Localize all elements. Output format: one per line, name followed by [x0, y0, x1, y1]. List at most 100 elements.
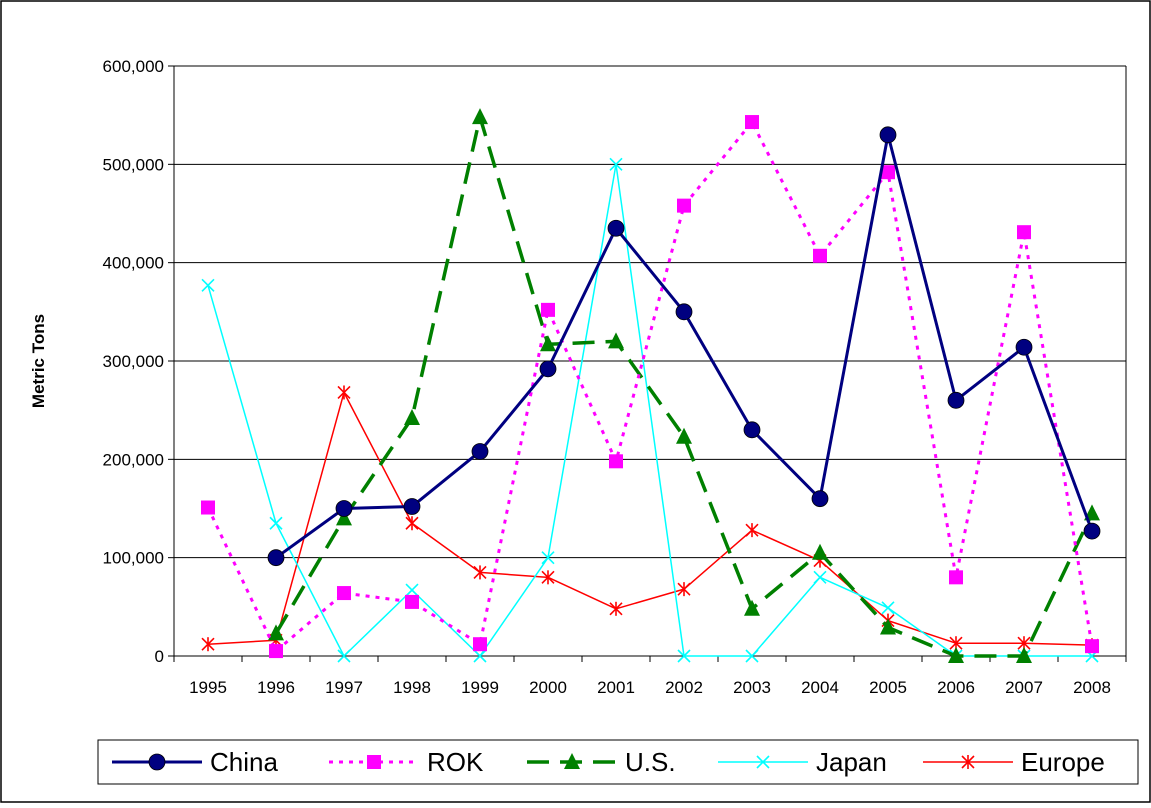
data-point [405, 516, 419, 531]
data-point [675, 303, 693, 321]
data-point [473, 637, 487, 652]
data-point [541, 570, 555, 585]
legend-item-japan: Japan [718, 747, 887, 777]
data-point [608, 332, 624, 349]
y-axis-label: Metric Tons [29, 314, 48, 408]
data-point [540, 335, 556, 352]
data-point [879, 126, 897, 144]
data-point [405, 594, 419, 609]
x-tick-label: 1999 [461, 678, 499, 697]
y-tick-label: 500,000 [103, 155, 164, 174]
data-point [745, 523, 759, 538]
data-point [607, 219, 625, 237]
data-point [881, 601, 895, 615]
y-tick-label: 100,000 [103, 549, 164, 568]
series-china [267, 126, 1101, 567]
data-point [1017, 225, 1031, 240]
x-tick-label: 2000 [529, 678, 567, 697]
data-point [881, 165, 895, 180]
legend-marker [961, 755, 975, 769]
data-point [403, 498, 421, 515]
data-point [1015, 338, 1033, 356]
series-layer [201, 108, 1101, 663]
legend-label: Europe [1021, 747, 1105, 777]
data-point [471, 443, 489, 460]
x-tick-label: 2007 [1005, 678, 1043, 697]
data-point [609, 601, 623, 616]
data-point [947, 391, 965, 409]
data-point [473, 565, 487, 580]
data-point [811, 490, 829, 508]
data-point [745, 115, 759, 130]
y-tick-label: 600,000 [103, 57, 164, 76]
data-point [677, 198, 691, 213]
x-tick-label: 1995 [189, 678, 227, 697]
legend-label: China [210, 747, 278, 777]
y-tick-label: 200,000 [103, 450, 164, 469]
x-tick-label: 2005 [869, 678, 907, 697]
data-point [609, 454, 623, 469]
data-point [201, 278, 215, 292]
legend-item-rok: ROK [329, 747, 484, 777]
data-point [269, 644, 283, 659]
x-tick-label: 1998 [393, 678, 431, 697]
legend-label: U.S. [625, 747, 676, 777]
series-line [207, 391, 1093, 646]
y-tick-label: 0 [155, 647, 164, 666]
series-line [207, 163, 1092, 657]
data-point [201, 637, 215, 652]
legend: China ROK U.S. Japan Europe [97, 739, 1139, 785]
legend-item-china: China [112, 747, 278, 777]
x-tick-label: 1997 [325, 678, 363, 697]
x-tick-label: 1996 [257, 678, 295, 697]
data-point [337, 586, 351, 601]
x-tick-label: 2006 [937, 678, 975, 697]
data-point [269, 516, 283, 530]
legend-marker [756, 755, 770, 769]
series-u-s [268, 108, 1100, 663]
data-point [812, 543, 828, 560]
x-tick-label: 2004 [801, 678, 839, 697]
data-point [1016, 647, 1032, 663]
legend-label: ROK [427, 747, 484, 777]
legend-marker [564, 753, 580, 769]
data-point [676, 427, 692, 444]
x-tick-label: 2002 [665, 678, 703, 697]
data-point [473, 649, 487, 663]
legend-marker [367, 755, 381, 769]
x-tick-label: 2008 [1073, 678, 1111, 697]
data-point [201, 500, 215, 515]
data-point [743, 421, 761, 439]
data-point [949, 570, 963, 585]
data-point [880, 618, 896, 635]
data-point [337, 649, 351, 663]
x-tick-label: 2001 [597, 678, 635, 697]
gridlines [174, 65, 1126, 559]
y-tick-label: 400,000 [103, 254, 164, 273]
data-point [268, 624, 284, 641]
legend-item-europe: Europe [923, 747, 1105, 777]
data-point [405, 583, 419, 597]
data-point [336, 509, 352, 526]
data-point [541, 551, 555, 565]
data-point [404, 409, 420, 426]
x-tick-label: 2003 [733, 678, 771, 697]
data-point [539, 360, 557, 378]
y-tick-label: 300,000 [103, 352, 164, 371]
data-point [677, 582, 691, 597]
legend-marker [148, 753, 166, 771]
data-point [677, 649, 691, 663]
legend-label: Japan [816, 747, 887, 777]
data-point [609, 157, 623, 171]
data-point [1085, 639, 1099, 654]
legend-item-u-s: U.S. [527, 747, 676, 777]
data-point [335, 500, 353, 517]
data-point [337, 385, 351, 400]
data-point [472, 108, 488, 125]
data-point [813, 570, 827, 584]
data-point [948, 647, 964, 663]
data-point [1083, 522, 1101, 540]
series-rok [201, 115, 1099, 659]
